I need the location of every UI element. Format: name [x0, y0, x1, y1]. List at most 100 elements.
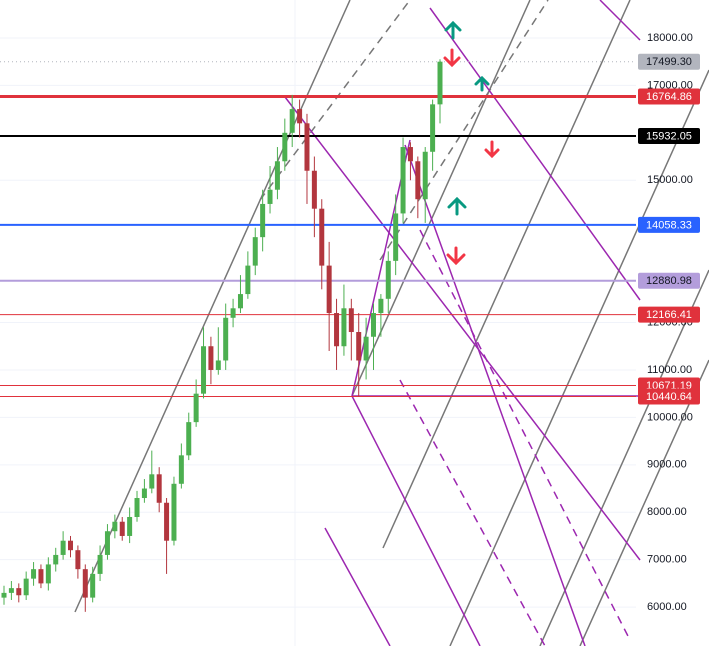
candle-body [45, 564, 51, 584]
pitchfork-line [429, 7, 641, 301]
candle-body [223, 317, 229, 361]
candle-body [378, 298, 384, 314]
candle-body [297, 109, 303, 124]
level-label-box [638, 88, 700, 105]
candle-body [68, 540, 74, 551]
pitchfork-handle [351, 139, 411, 397]
grid [0, 37, 636, 608]
level-label-box [638, 216, 700, 233]
y-tick-label: 6000.00 [647, 601, 687, 613]
pitchfork-line [404, 144, 586, 646]
candle-body [119, 521, 125, 536]
candle-body [38, 569, 44, 584]
level-label-box [638, 388, 700, 405]
level-label-box [638, 306, 700, 323]
y-tick-label: 10000.00 [647, 411, 693, 423]
candle-body [16, 588, 22, 596]
candle-body [230, 308, 236, 318]
candle-body [282, 132, 288, 162]
levels [0, 61, 636, 397]
level-label-box [638, 128, 700, 145]
candle-body [393, 213, 399, 261]
candle-body [186, 422, 192, 456]
level-label: 12880.98 [646, 275, 692, 287]
candle-body [274, 161, 280, 190]
pitchfork-line [74, 0, 351, 613]
down-arrow [446, 246, 466, 266]
pitchfork-line [351, 0, 531, 397]
candle-body [370, 313, 376, 337]
y-tick-label: 11000.00 [647, 364, 692, 376]
pitchfork-dashed [259, 0, 411, 201]
candle-body [407, 147, 413, 162]
candle-body [171, 483, 177, 541]
candle-body [289, 109, 295, 133]
candles [1, 59, 443, 612]
candle-body [201, 346, 207, 394]
candle-body [193, 393, 199, 423]
pitchfork-dashed [399, 379, 546, 646]
candle-body [134, 498, 140, 517]
candle-body [8, 588, 14, 593]
candle-body [31, 569, 37, 579]
candle-body [304, 123, 310, 171]
candle-body [319, 208, 325, 266]
candle-body [208, 346, 214, 370]
candle-body [385, 260, 391, 299]
down-arrow [484, 140, 500, 159]
candle-body [215, 360, 221, 370]
candle-body [245, 265, 251, 295]
pitchfork-line [284, 96, 641, 561]
up-arrow [444, 20, 462, 40]
candle-body [437, 61, 443, 105]
candle-body [252, 237, 258, 266]
pitchfork-line [351, 395, 481, 646]
level-label-box [638, 272, 700, 289]
pitchfork-line [579, 359, 709, 646]
candle-body [326, 265, 332, 314]
y-tick-label: 9000.00 [647, 459, 687, 471]
candle-body [127, 516, 133, 536]
pitchfork-line [324, 527, 391, 646]
candle-body [363, 336, 369, 361]
level-label: 10440.64 [646, 391, 692, 403]
price-axis: 6000.00 7000.00 8000.00 9000.00 10000.00 1100… [638, 32, 700, 613]
candle-body [237, 294, 243, 309]
candle-body [267, 189, 273, 204]
candle-body [1, 592, 7, 598]
down-arrow [443, 48, 461, 68]
level-label-box [638, 53, 700, 70]
y-tick-label: 7000.00 [647, 554, 687, 566]
candle-body [90, 573, 96, 598]
candle-body [156, 474, 162, 503]
pitchfork-line [599, 0, 641, 41]
level-label: 15932.05 [646, 130, 692, 142]
candle-body [341, 308, 347, 347]
pitchfork-dashed [379, 0, 549, 261]
level-label: 17499.30 [646, 56, 692, 68]
signal-arrows [443, 20, 500, 266]
up-arrow [474, 75, 490, 92]
candle-body [178, 455, 184, 484]
candle-body [334, 313, 340, 347]
candle-body [356, 332, 362, 361]
candle-body [311, 170, 317, 209]
candle-body [348, 308, 354, 333]
candle-body [75, 550, 81, 570]
pitchfork-dashed [419, 229, 631, 641]
candle-body [422, 151, 428, 200]
candle-body [53, 554, 59, 565]
level-label: 16764.86 [646, 91, 692, 103]
candle-body [400, 147, 406, 214]
candle-body [430, 104, 436, 152]
candle-body [149, 474, 155, 489]
candle-body [164, 502, 170, 541]
up-arrow [447, 196, 467, 216]
candle-body [141, 488, 147, 499]
candle-body [82, 569, 88, 598]
level-label: 14058.33 [646, 219, 692, 231]
pitchfork-line [449, 69, 709, 646]
y-tick-label: 17000.00 [647, 79, 693, 91]
